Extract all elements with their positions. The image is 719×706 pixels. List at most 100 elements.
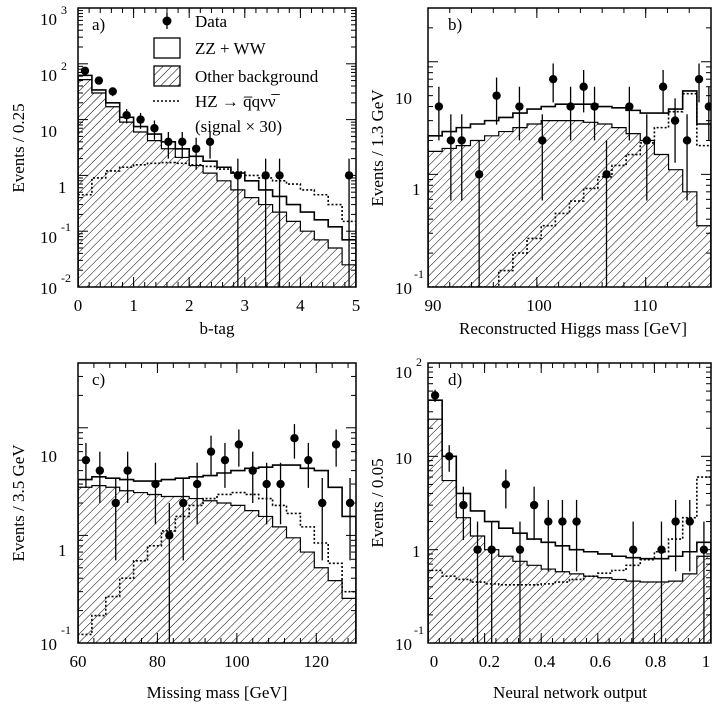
panel-c-other-bar — [105, 487, 120, 643]
legend-data-marker — [162, 16, 172, 26]
panel-c-data-point — [151, 479, 160, 489]
panel-c-other-bar — [217, 503, 231, 643]
panel-a-ytick: 10 — [40, 10, 57, 29]
panel-b-tickmarks — [427, 7, 712, 288]
panel-c-other-bar — [272, 526, 287, 643]
panel-a-other-bar — [147, 140, 162, 287]
panel-b-data-point — [474, 170, 484, 179]
panel-a-data-point — [191, 144, 201, 153]
legend-zzww-box — [153, 37, 181, 59]
panel-b-xticks: 90 100 110 — [425, 296, 658, 315]
panel-a-other-bar — [105, 106, 120, 287]
panel-b-other-bar — [456, 145, 471, 287]
panel-b-other-bar — [696, 225, 711, 287]
panel-c-data-point — [276, 479, 285, 489]
panel-c-other-bar — [133, 492, 148, 643]
panel-a-data-point — [122, 110, 131, 120]
panel-c-data-point — [318, 498, 327, 508]
panel-c-xlabel: Missing mass [GeV] — [147, 683, 288, 702]
panel-d-other-outline — [428, 418, 711, 643]
panel-d-data-point — [487, 545, 496, 554]
panel-c-other-outline — [78, 485, 356, 643]
panel-a-ytick: 10 — [40, 66, 57, 85]
panel-c-data-point — [248, 466, 257, 475]
panel-b-label: b) — [448, 15, 462, 34]
panel-a-plot — [77, 7, 357, 288]
panel-b-other-bar — [654, 154, 669, 287]
legend-other-box — [153, 65, 181, 87]
legend-other-label: Other background — [195, 67, 319, 86]
panel-d-xticks: 0 0.2 0.4 0.6 0.8 1 — [430, 652, 711, 671]
panel-d-data-point — [657, 545, 666, 554]
panel-a-data-point — [205, 137, 215, 147]
panel-c-other-bar — [203, 500, 217, 643]
panel-d-data-point — [445, 452, 454, 461]
panel-d-data-point — [628, 545, 638, 554]
legend: Data ZZ + WW Other background HZ → q̅qνν… — [153, 12, 319, 136]
panel-c-data-point — [262, 479, 271, 489]
panel-d-other-bar — [527, 565, 542, 643]
panel-d-xtick: 1 — [702, 652, 711, 671]
panel-b-data-point — [658, 82, 668, 91]
panel-c-label: c) — [92, 370, 105, 389]
panel-b-other-bar — [470, 140, 485, 287]
panel-b-other-bar — [640, 140, 655, 287]
legend-data: Data — [162, 12, 228, 31]
panel-b-other-bar — [597, 124, 612, 287]
panel-c-ytick-exp: -1 — [61, 623, 71, 637]
panel-b-xtick: 110 — [633, 296, 658, 315]
panel-a-xtick: 4 — [296, 296, 305, 315]
panel-c-data-point — [331, 440, 341, 449]
panel-c-data-point — [81, 455, 91, 465]
panel-c-data-point — [165, 531, 174, 540]
panel-d-ytick-exp: -1 — [414, 623, 424, 637]
panel-a-ytick-exp: -2 — [61, 271, 71, 285]
panel-a-ytick-exp: 3 — [61, 3, 67, 17]
panel-a-other-bar — [175, 157, 190, 287]
panel-c-data-point — [345, 498, 355, 508]
panel-d-xtick: 0 — [430, 652, 439, 671]
panel-c-other-bar — [286, 537, 301, 643]
panel-a-data-point — [164, 137, 173, 147]
panel-a-other-bar — [161, 148, 176, 287]
legend-signal: HZ → q̅qνν̅ (signal × 30) — [153, 92, 282, 136]
panel-a-data-point — [261, 171, 270, 180]
panel-d-other-bar — [583, 576, 598, 643]
panel-d-other-bar — [640, 582, 655, 643]
panel-d-ytick: 10 — [395, 449, 412, 468]
panel-c-plot — [77, 362, 356, 644]
panel-b-other-outline — [428, 120, 711, 287]
panel-c-xtick: 80 — [149, 652, 166, 671]
panel-a-xtick: 2 — [185, 296, 194, 315]
panel-b-ylabel: Events / 1.3 GeV — [368, 89, 387, 207]
panel-c-data-point — [179, 498, 188, 508]
panel-b-ytick: 1 — [412, 180, 421, 199]
panel-b-other-bar — [611, 127, 627, 287]
legend-zzww-label: ZZ + WW — [195, 39, 267, 58]
panel-d-ytick: 10 — [395, 363, 412, 382]
panel-d-data-point — [671, 517, 680, 526]
legend-signal-label: HZ → q̅qνν̅ — [195, 92, 281, 111]
panel-c-data-point — [192, 479, 202, 489]
panel-b-other-bar — [442, 148, 457, 287]
panel-c-xtick: 120 — [304, 652, 330, 671]
panel-a-data-point — [275, 171, 284, 180]
panel-d-xtick: 0.8 — [645, 652, 666, 671]
panel-c-other-bar — [189, 498, 204, 643]
panel-b-data-point — [446, 136, 456, 145]
panel-b-data-point — [457, 136, 466, 145]
panel-b-other-bar — [626, 133, 641, 287]
panel-b-yticks: 10 1 -1 10 — [395, 89, 424, 298]
panel-b-data-point — [538, 136, 547, 145]
panel-d: d) Events / 0.05 Neural network output 0… — [368, 355, 712, 702]
panel-d-other-bar — [442, 480, 457, 643]
panel-a-other-bar — [91, 92, 106, 287]
panel-d-other-bar — [428, 419, 443, 643]
panel-a-label: a) — [92, 15, 105, 34]
panel-a-xlabel: b-tag — [200, 319, 235, 338]
panel-a-other-bar — [189, 165, 204, 287]
panel-c-data-point — [95, 466, 105, 475]
panel-c-other-bar — [147, 494, 162, 643]
panel-a-ytick: 10 — [40, 122, 57, 141]
